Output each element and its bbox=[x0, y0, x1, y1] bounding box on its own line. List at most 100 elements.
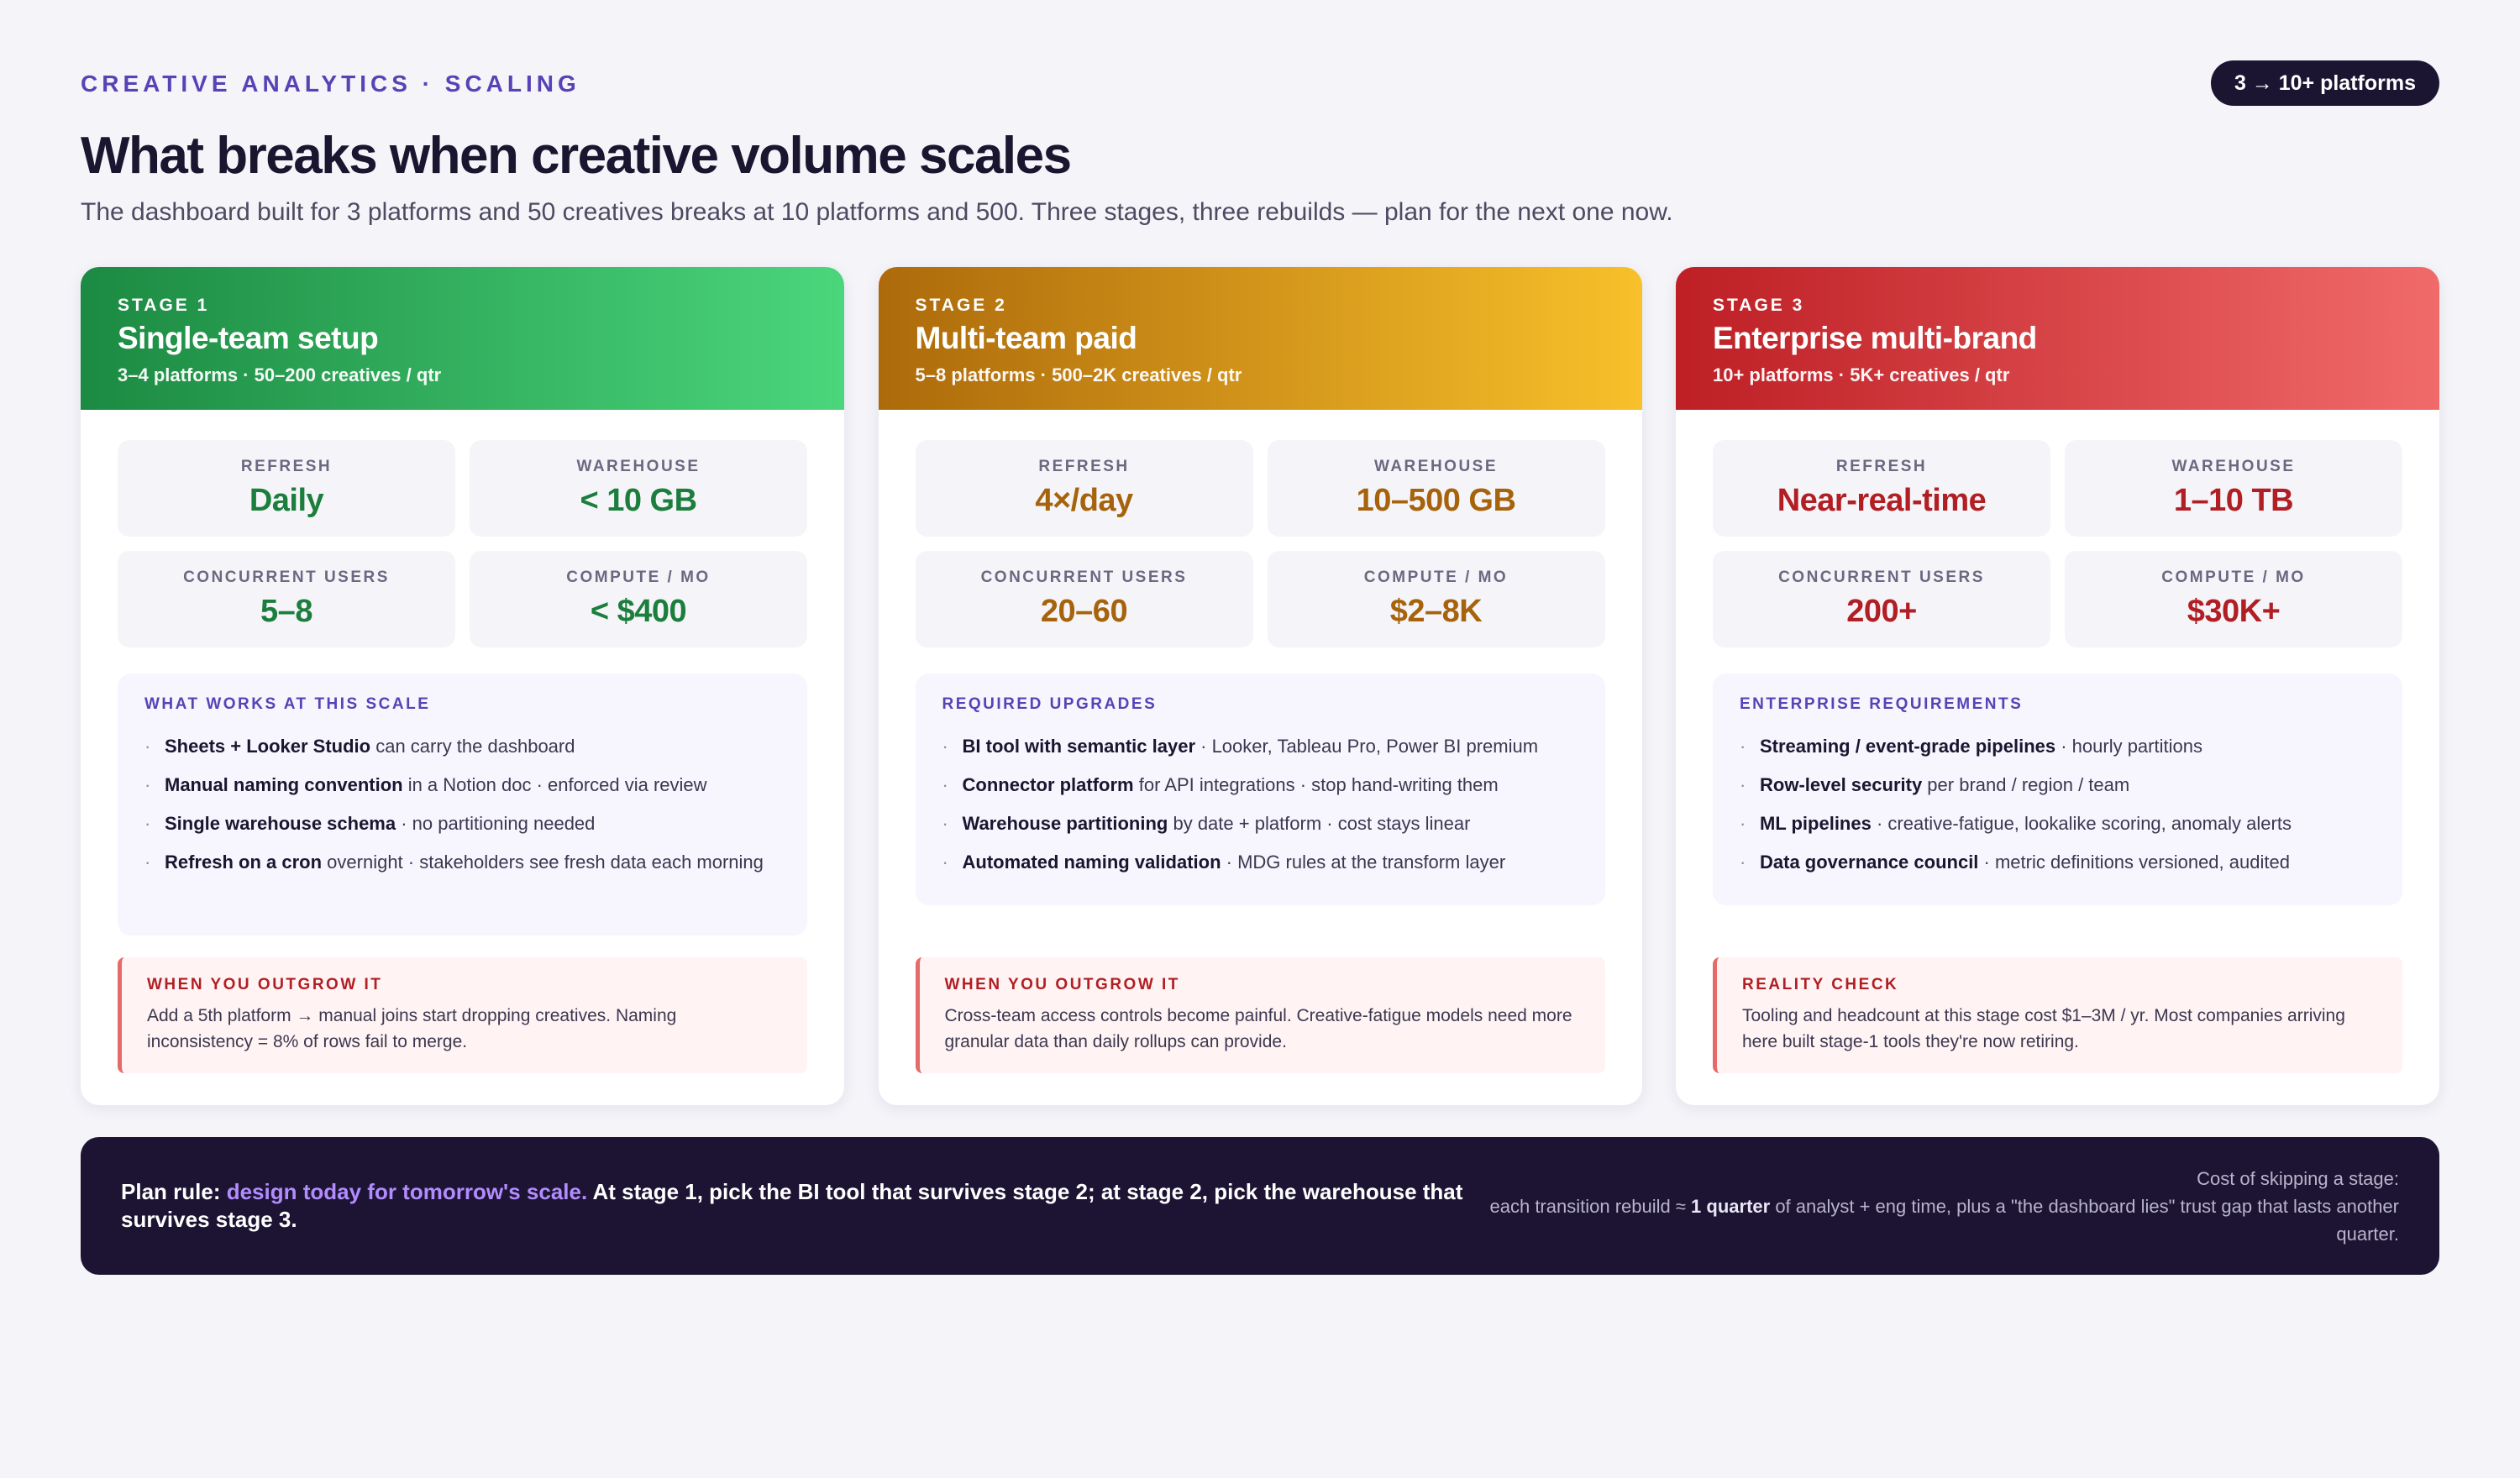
metric-value: $2–8K bbox=[1389, 594, 1483, 629]
metric-label: COMPUTE / MO bbox=[566, 569, 711, 586]
cost-heading: Cost of skipping a stage: bbox=[2197, 1167, 2399, 1189]
stage-name: Single-team setup bbox=[118, 321, 379, 355]
stage-card-1: STAGE 1 Single-team setup 3–4 platforms … bbox=[81, 267, 844, 1105]
callout-title: WHEN YOU OUTGROW IT bbox=[944, 976, 1180, 993]
list-item: · Manual naming convention in a Notion do… bbox=[144, 771, 780, 799]
stage-number: STAGE 1 bbox=[118, 296, 210, 315]
metric-label: CONCURRENT USERS bbox=[980, 569, 1188, 586]
metric-concurrent-users: CONCURRENT USERS 20–60 bbox=[915, 551, 1253, 647]
requirements-list: WHAT WORKS AT THIS SCALE · Sheets + Looke… bbox=[118, 673, 807, 936]
list-item: · Single warehouse schema · no partitioni… bbox=[144, 810, 780, 838]
list-item: · Refresh on a cron overnight · stakehold… bbox=[144, 848, 780, 877]
stage-skip-cost: Cost of skipping a stage: each transitio… bbox=[1488, 1165, 2400, 1248]
outgrow-callout: WHEN YOU OUTGROW IT Cross-team access co… bbox=[915, 957, 1605, 1073]
callout-text: Tooling and headcount at this stage cost… bbox=[1742, 1006, 2345, 1051]
metric-value: 5–8 bbox=[260, 594, 312, 629]
stage-number: STAGE 3 bbox=[1713, 296, 1805, 315]
eyebrow: CREATIVE ANALYTICS · SCALING bbox=[81, 71, 580, 97]
stage-name: Multi-team paid bbox=[915, 321, 1137, 355]
metric-warehouse: WAREHOUSE < 10 GB bbox=[470, 440, 807, 537]
list-item: · Row-level security per brand / region /… bbox=[1740, 771, 2376, 799]
plan-rule-accent: design today for tomorrow's scale. bbox=[226, 1179, 588, 1204]
callout-text: Add a 5th platform → manual joins start … bbox=[147, 1006, 677, 1051]
page-title: What breaks when creative volume scales bbox=[81, 127, 1072, 185]
metric-compute: COMPUTE / MO < $400 bbox=[470, 551, 807, 647]
callout-title: WHEN YOU OUTGROW IT bbox=[147, 976, 383, 993]
stage-cards: STAGE 1 Single-team setup 3–4 platforms … bbox=[81, 267, 2439, 1105]
list-item: · Connector platform for API integrations… bbox=[942, 771, 1578, 799]
metric-value: 200+ bbox=[1846, 594, 1917, 629]
metric-value: 4×/day bbox=[1035, 483, 1133, 518]
bullet-icon: · bbox=[144, 774, 151, 795]
bullet-icon: · bbox=[942, 813, 948, 834]
stage-header: STAGE 1 Single-team setup 3–4 platforms … bbox=[81, 267, 844, 410]
bullet-icon: · bbox=[942, 774, 948, 795]
stage-number: STAGE 2 bbox=[915, 296, 1007, 315]
metric-label: CONCURRENT USERS bbox=[183, 569, 390, 586]
stage-header: STAGE 2 Multi-team paid 5–8 platforms · … bbox=[878, 267, 1642, 410]
metric-label: COMPUTE / MO bbox=[1363, 569, 1509, 586]
list-title: REQUIRED UPGRADES bbox=[942, 695, 1158, 713]
bullet-icon: · bbox=[144, 736, 151, 757]
list-item: · BI tool with semantic layer · Looker, T… bbox=[942, 732, 1578, 761]
metrics-grid: REFRESH Near-real-time WAREHOUSE 1–10 TB… bbox=[1676, 410, 2439, 647]
list-title: WHAT WORKS AT THIS SCALE bbox=[144, 695, 431, 713]
bullet-icon: · bbox=[1740, 736, 1746, 757]
callout-text: Cross-team access controls become painfu… bbox=[944, 1006, 1572, 1051]
platforms-badge: 3 → 10+ platforms bbox=[2210, 60, 2439, 106]
requirements-list: ENTERPRISE REQUIREMENTS · Streaming / eve… bbox=[1713, 673, 2402, 905]
metric-label: REFRESH bbox=[1835, 458, 1928, 475]
metric-label: REFRESH bbox=[1038, 458, 1130, 475]
metric-label: WAREHOUSE bbox=[2171, 458, 2296, 475]
stage-meta: 3–4 platforms · 50–200 creatives / qtr bbox=[118, 364, 442, 385]
metric-value: Near-real-time bbox=[1777, 483, 1987, 518]
metrics-grid: REFRESH 4×/day WAREHOUSE 10–500 GB CONCU… bbox=[879, 410, 1642, 647]
metric-warehouse: WAREHOUSE 10–500 GB bbox=[1267, 440, 1605, 537]
metric-refresh: REFRESH 4×/day bbox=[915, 440, 1253, 537]
bullet-icon: · bbox=[942, 736, 948, 757]
plan-rule-banner: Plan rule: design today for tomorrow's s… bbox=[81, 1137, 2439, 1275]
metric-value: 1–10 TB bbox=[2173, 483, 2294, 518]
bullet-icon: · bbox=[1740, 813, 1746, 834]
list-item: · Sheets + Looker Studio can carry the da… bbox=[144, 732, 780, 761]
list-item: · Streaming / event-grade pipelines · hou… bbox=[1740, 732, 2376, 761]
metric-label: WAREHOUSE bbox=[1373, 458, 1499, 475]
stage-name: Enterprise multi-brand bbox=[1713, 321, 2037, 355]
plan-rule: Plan rule: design today for tomorrow's s… bbox=[121, 1179, 1463, 1232]
list-item: · ML pipelines · creative-fatigue, lookal… bbox=[1740, 810, 2376, 838]
page-subtitle: The dashboard built for 3 platforms and … bbox=[81, 198, 1673, 226]
metric-warehouse: WAREHOUSE 1–10 TB bbox=[2065, 440, 2402, 537]
callout-title: REALITY CHECK bbox=[1742, 976, 1899, 993]
metric-compute: COMPUTE / MO $30K+ bbox=[2065, 551, 2402, 647]
metric-concurrent-users: CONCURRENT USERS 5–8 bbox=[118, 551, 455, 647]
metric-value: < $400 bbox=[590, 594, 687, 629]
list-item: · Warehouse partitioning by date + platfo… bbox=[942, 810, 1578, 838]
metric-refresh: REFRESH Near-real-time bbox=[1713, 440, 2050, 537]
metric-value: 10–500 GB bbox=[1356, 483, 1516, 518]
metric-value: Daily bbox=[249, 483, 324, 518]
list-title: ENTERPRISE REQUIREMENTS bbox=[1740, 695, 2024, 713]
requirements-list: REQUIRED UPGRADES · BI tool with semantic… bbox=[915, 673, 1605, 905]
outgrow-callout: WHEN YOU OUTGROW IT Add a 5th platform →… bbox=[118, 957, 807, 1073]
stage-meta: 5–8 platforms · 500–2K creatives / qtr bbox=[915, 364, 1242, 385]
metric-value: 20–60 bbox=[1040, 594, 1128, 629]
reality-check-callout: REALITY CHECK Tooling and headcount at t… bbox=[1713, 957, 2402, 1073]
list-item: · Data governance council · metric defini… bbox=[1740, 848, 2376, 877]
metric-compute: COMPUTE / MO $2–8K bbox=[1267, 551, 1605, 647]
stage-card-2: STAGE 2 Multi-team paid 5–8 platforms · … bbox=[878, 267, 1642, 1105]
metric-label: REFRESH bbox=[240, 458, 333, 475]
metric-label: CONCURRENT USERS bbox=[1778, 569, 1985, 586]
stage-card-3: STAGE 3 Enterprise multi-brand 10+ platf… bbox=[1676, 267, 2439, 1105]
metric-label: COMPUTE / MO bbox=[2161, 569, 2306, 586]
stage-header: STAGE 3 Enterprise multi-brand 10+ platf… bbox=[1676, 267, 2439, 410]
stage-meta: 10+ platforms · 5K+ creatives / qtr bbox=[1713, 364, 2010, 385]
bullet-icon: · bbox=[144, 852, 151, 873]
metric-concurrent-users: CONCURRENT USERS 200+ bbox=[1713, 551, 2050, 647]
bullet-icon: · bbox=[144, 813, 151, 834]
metric-value: $30K+ bbox=[2187, 594, 2281, 629]
metric-refresh: REFRESH Daily bbox=[118, 440, 455, 537]
bullet-icon: · bbox=[942, 852, 948, 873]
metric-label: WAREHOUSE bbox=[576, 458, 701, 475]
metrics-grid: REFRESH Daily WAREHOUSE < 10 GB CONCURRE… bbox=[81, 410, 844, 647]
